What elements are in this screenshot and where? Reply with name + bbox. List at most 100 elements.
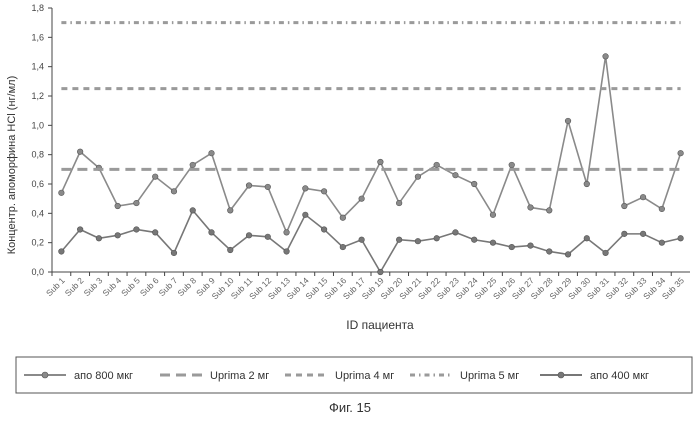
legend: апо 800 мкг Uprima 2 мг Uprima 4 мг Uprima …: [15, 356, 693, 394]
data-point: [170, 249, 178, 257]
y-tick-label: 1,0: [31, 120, 44, 130]
data-point: [508, 161, 515, 169]
data-point: [639, 194, 647, 201]
legend-label: Uprima 5 мг: [460, 370, 519, 382]
data-point: [621, 202, 628, 210]
data-point: [245, 232, 253, 239]
series-layer: [58, 21, 684, 276]
y-tick-label: 1,4: [31, 62, 44, 72]
series-1: [58, 53, 684, 236]
data-point: [508, 243, 515, 251]
data-point: [658, 239, 665, 246]
data-point: [583, 235, 590, 242]
data-point: [208, 229, 215, 236]
data-point: [320, 188, 328, 195]
y-tick-label: 0,0: [31, 267, 44, 277]
x-tick-label: Sub 1: [44, 275, 67, 298]
data-point: [433, 235, 440, 242]
data-point: [264, 233, 271, 240]
data-point: [452, 172, 459, 179]
data-point: [320, 226, 328, 233]
data-point: [564, 117, 572, 125]
legend-item: апо 400 мкг: [540, 370, 649, 382]
data-point: [245, 182, 253, 189]
data-point: [227, 207, 234, 214]
y-axis-label: Концентр. апоморфина HCl (нг/мл): [6, 76, 18, 255]
legend-item: апо 800 мкг: [24, 370, 133, 382]
data-point: [621, 230, 628, 237]
y-tick-label: 0,8: [31, 150, 44, 160]
data-point: [658, 205, 665, 213]
data-point: [358, 236, 365, 243]
data-point: [114, 232, 121, 239]
data-point: [358, 195, 365, 202]
x-tick-label: Sub 3: [82, 275, 105, 298]
data-point: [677, 150, 684, 157]
data-point: [639, 230, 647, 237]
data-point: [95, 235, 103, 242]
data-point: [283, 229, 290, 236]
legend-item: Uprima 2 мг: [160, 370, 269, 382]
data-point: [527, 242, 534, 249]
data-point: [546, 248, 553, 255]
plot-frame: [51, 8, 690, 273]
data-point: [133, 199, 140, 207]
data-point: [489, 239, 497, 246]
y-tick-label: 1,8: [31, 3, 44, 13]
data-point: [471, 180, 478, 188]
data-point: [152, 173, 159, 180]
figure-caption: Фиг. 15: [329, 400, 371, 415]
data-point: [77, 148, 84, 155]
data-point: [452, 229, 459, 236]
legend-marker: [557, 371, 565, 379]
data-point: [339, 243, 346, 251]
x-tick-label: Sub 8: [175, 275, 198, 298]
data-point: [677, 235, 684, 242]
legend-label: апо 800 мкг: [74, 370, 133, 382]
data-point: [114, 202, 121, 210]
legend-label: Uprima 4 мг: [335, 370, 394, 382]
data-point: [414, 173, 422, 180]
data-point: [302, 185, 309, 192]
data-point: [283, 248, 290, 255]
data-point: [602, 249, 609, 257]
data-point: [227, 246, 234, 254]
y-tick-label: 1,6: [31, 32, 44, 42]
data-point: [433, 161, 440, 169]
data-point: [527, 204, 534, 211]
data-point: [564, 251, 572, 258]
data-point: [189, 161, 196, 169]
legend-label: Uprima 2 мг: [210, 370, 269, 382]
y-tick-label: 1,2: [31, 91, 44, 101]
data-point: [302, 211, 309, 218]
chart: 0,00,20,40,60,81,01,21,41,61,8 Sub 1Sub …: [6, 3, 693, 394]
data-point: [133, 226, 140, 233]
series-line: [60, 56, 682, 235]
data-point: [583, 180, 590, 188]
x-tick-label: Sub 7: [157, 275, 180, 298]
data-point: [58, 189, 65, 196]
legend-item: Uprima 4 мг: [285, 370, 394, 382]
data-point: [602, 53, 609, 60]
data-point: [189, 207, 196, 214]
x-tick-label: Sub 4: [100, 275, 123, 298]
y-tick-label: 0,4: [31, 208, 44, 218]
data-point: [77, 226, 84, 233]
data-point: [170, 188, 178, 195]
y-axis-ticks: 0,0 0,2 0,4 0,6 0,8 1,0 1,2 1,4 1,6 1,8: [31, 3, 52, 277]
series-5: [58, 207, 684, 276]
legend-box: [15, 356, 693, 394]
data-point: [264, 183, 271, 191]
y-tick-label: 0,2: [31, 238, 44, 248]
series-line: [60, 208, 681, 274]
data-point: [377, 268, 384, 276]
data-point: [471, 236, 478, 243]
data-point: [58, 248, 65, 255]
y-tick-label: 0,6: [31, 179, 44, 189]
x-tick-label: Sub 6: [138, 275, 161, 298]
data-point: [396, 199, 403, 207]
data-point: [396, 236, 403, 243]
x-tick-label: Sub 5: [119, 275, 142, 298]
legend-item: Uprima 5 мг: [410, 370, 519, 382]
